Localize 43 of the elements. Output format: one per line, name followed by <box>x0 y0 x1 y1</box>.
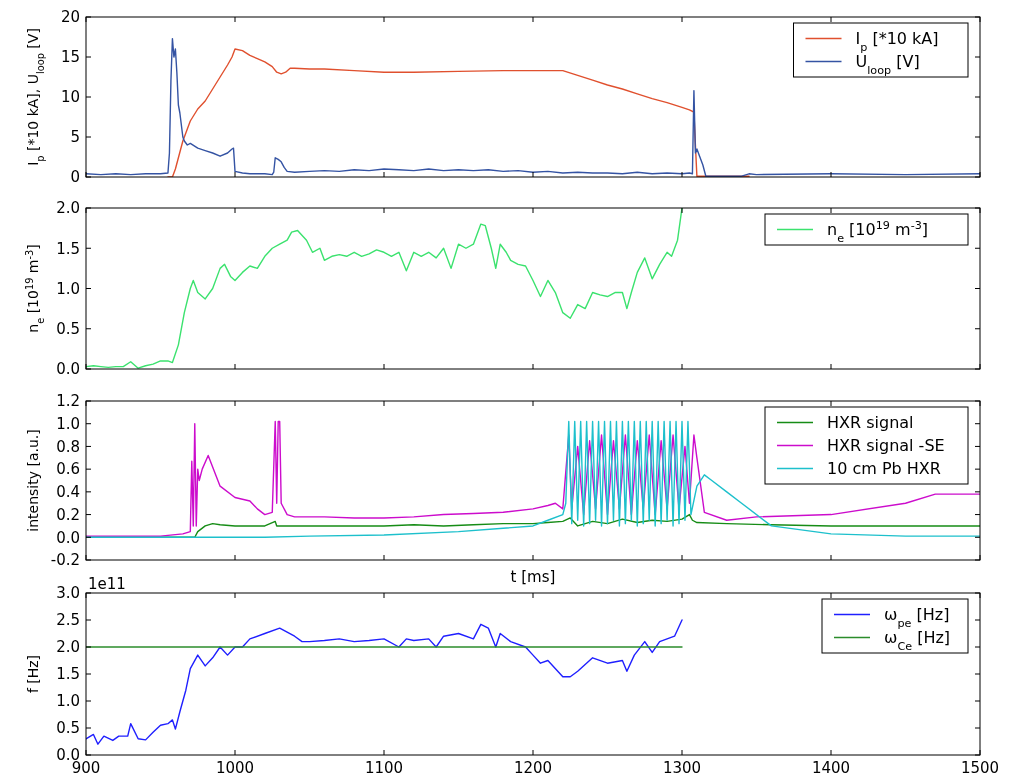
y-tick-label: 0.5 <box>56 719 80 738</box>
y-tick-label: -0.2 <box>50 551 80 570</box>
legend-label: U$_{loop}$ [V] <box>855 52 920 77</box>
annotation: 1e11 <box>88 575 126 593</box>
y-tick-label: 20 <box>60 8 80 27</box>
y-tick-label: 2.5 <box>56 611 80 630</box>
y-tick-label: 0.5 <box>56 320 80 338</box>
y-tick-label: 15 <box>60 48 80 67</box>
y-tick-label: 0.8 <box>56 437 80 456</box>
y-tick-label: 0.2 <box>56 505 80 524</box>
legend-label: ω$_{Ce}$ [Hz] <box>884 628 951 653</box>
legend-label: 10 cm Pb HXR <box>827 459 941 479</box>
y-tick-label: 1.0 <box>56 414 80 433</box>
x-tick-label: 1400 <box>811 759 851 777</box>
y-tick-label: 0.0 <box>56 360 80 379</box>
y-tick-label: 1.5 <box>56 665 80 684</box>
y-tick-label: 0.6 <box>56 460 80 479</box>
x-tick-label: 1500 <box>960 759 1000 777</box>
y-tick-label: 10 <box>60 88 80 107</box>
y-tick-label: 1.0 <box>56 692 80 711</box>
line-series <box>86 619 683 745</box>
y-tick-label: 1.0 <box>56 279 80 298</box>
y-tick-label: 2.0 <box>56 638 80 657</box>
y-tick-label: 3.0 <box>56 584 80 603</box>
y-axis-title: f [Hz] <box>25 654 41 694</box>
y-tick-label: 1.5 <box>56 239 80 258</box>
x-axis-title: t [ms] <box>510 568 556 586</box>
y-tick-label: 0 <box>70 168 80 187</box>
legend-label: HXR signal -SE <box>827 436 945 456</box>
y-tick-label: 0.4 <box>56 483 80 502</box>
y-tick-label: 0.0 <box>56 528 80 547</box>
legend-label: HXR signal <box>827 413 914 433</box>
y-tick-label: 5 <box>70 128 80 147</box>
x-tick-label: 1200 <box>513 759 553 777</box>
legend-label: ω$_{pe}$ [Hz] <box>884 605 950 630</box>
y-axis-title: intensity [a.u.] <box>25 429 41 532</box>
y-tick-label: 2.0 <box>56 199 80 218</box>
legend-label: I$_{p}$ [*10 kA] <box>855 29 939 54</box>
x-tick-label: 1000 <box>215 759 255 777</box>
x-tick-label: 1300 <box>662 759 702 777</box>
legend-label: n$_{e}$ [10$^{19}$ m$^{-3}$] <box>827 218 929 245</box>
x-tick-label: 1100 <box>364 759 404 777</box>
y-tick-label: 1.2 <box>56 392 80 411</box>
